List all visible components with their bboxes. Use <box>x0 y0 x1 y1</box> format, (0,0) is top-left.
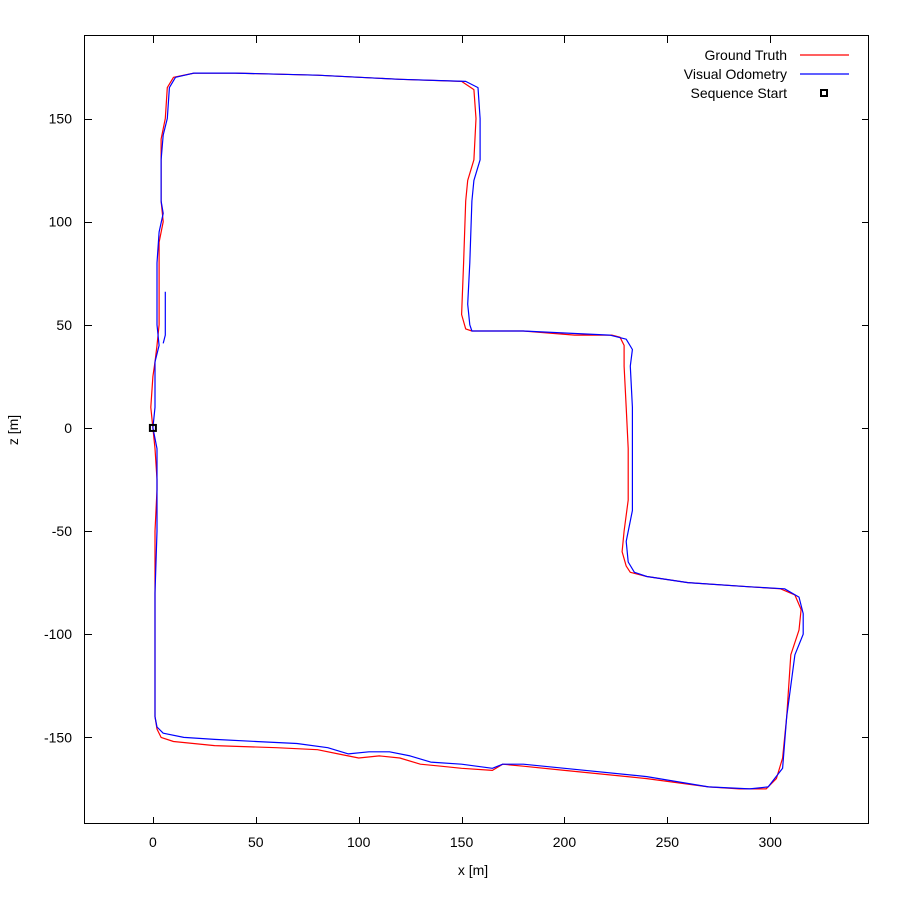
series-line-visual-odometry-branch <box>162 291 166 344</box>
legend: Ground Truth Visual Odometry Sequence Star… <box>684 47 849 101</box>
legend-label: Visual Odometry <box>684 66 787 82</box>
x-axis-label: x [m] <box>458 862 488 878</box>
y-tick-label: -100 <box>44 626 72 642</box>
series-layer <box>150 72 804 790</box>
legend-label: Ground Truth <box>705 47 788 63</box>
y-tick-label: 0 <box>64 420 72 436</box>
y-tick-label: 100 <box>49 214 73 230</box>
marker-layer <box>148 423 157 432</box>
series-line-ground-truth <box>150 72 802 790</box>
y-tick-label: 150 <box>49 111 73 127</box>
plot-area-frame <box>84 35 869 824</box>
x-tick-label: 300 <box>759 834 783 850</box>
x-tick-label: 100 <box>347 834 371 850</box>
x-tick-label: 150 <box>450 834 474 850</box>
y-axis-label: z [m] <box>5 415 21 445</box>
axis-tick-labels: 0 50 100 150 200 250 300 150 100 50 0 -50 -100 -150 <box>44 111 782 850</box>
x-tick-label: 200 <box>553 834 577 850</box>
y-tick-label: -50 <box>52 523 72 539</box>
legend-swatch <box>820 89 828 97</box>
sequence-start-marker <box>148 423 157 432</box>
axis-ticks <box>85 36 869 824</box>
x-tick-label: 50 <box>248 834 264 850</box>
y-tick-label: -150 <box>44 729 72 745</box>
x-tick-label: 250 <box>656 834 680 850</box>
x-tick-label: 0 <box>149 834 157 850</box>
y-tick-label: 50 <box>56 317 72 333</box>
series-line-visual-odometry <box>152 72 804 790</box>
legend-label: Sequence Start <box>690 85 787 101</box>
